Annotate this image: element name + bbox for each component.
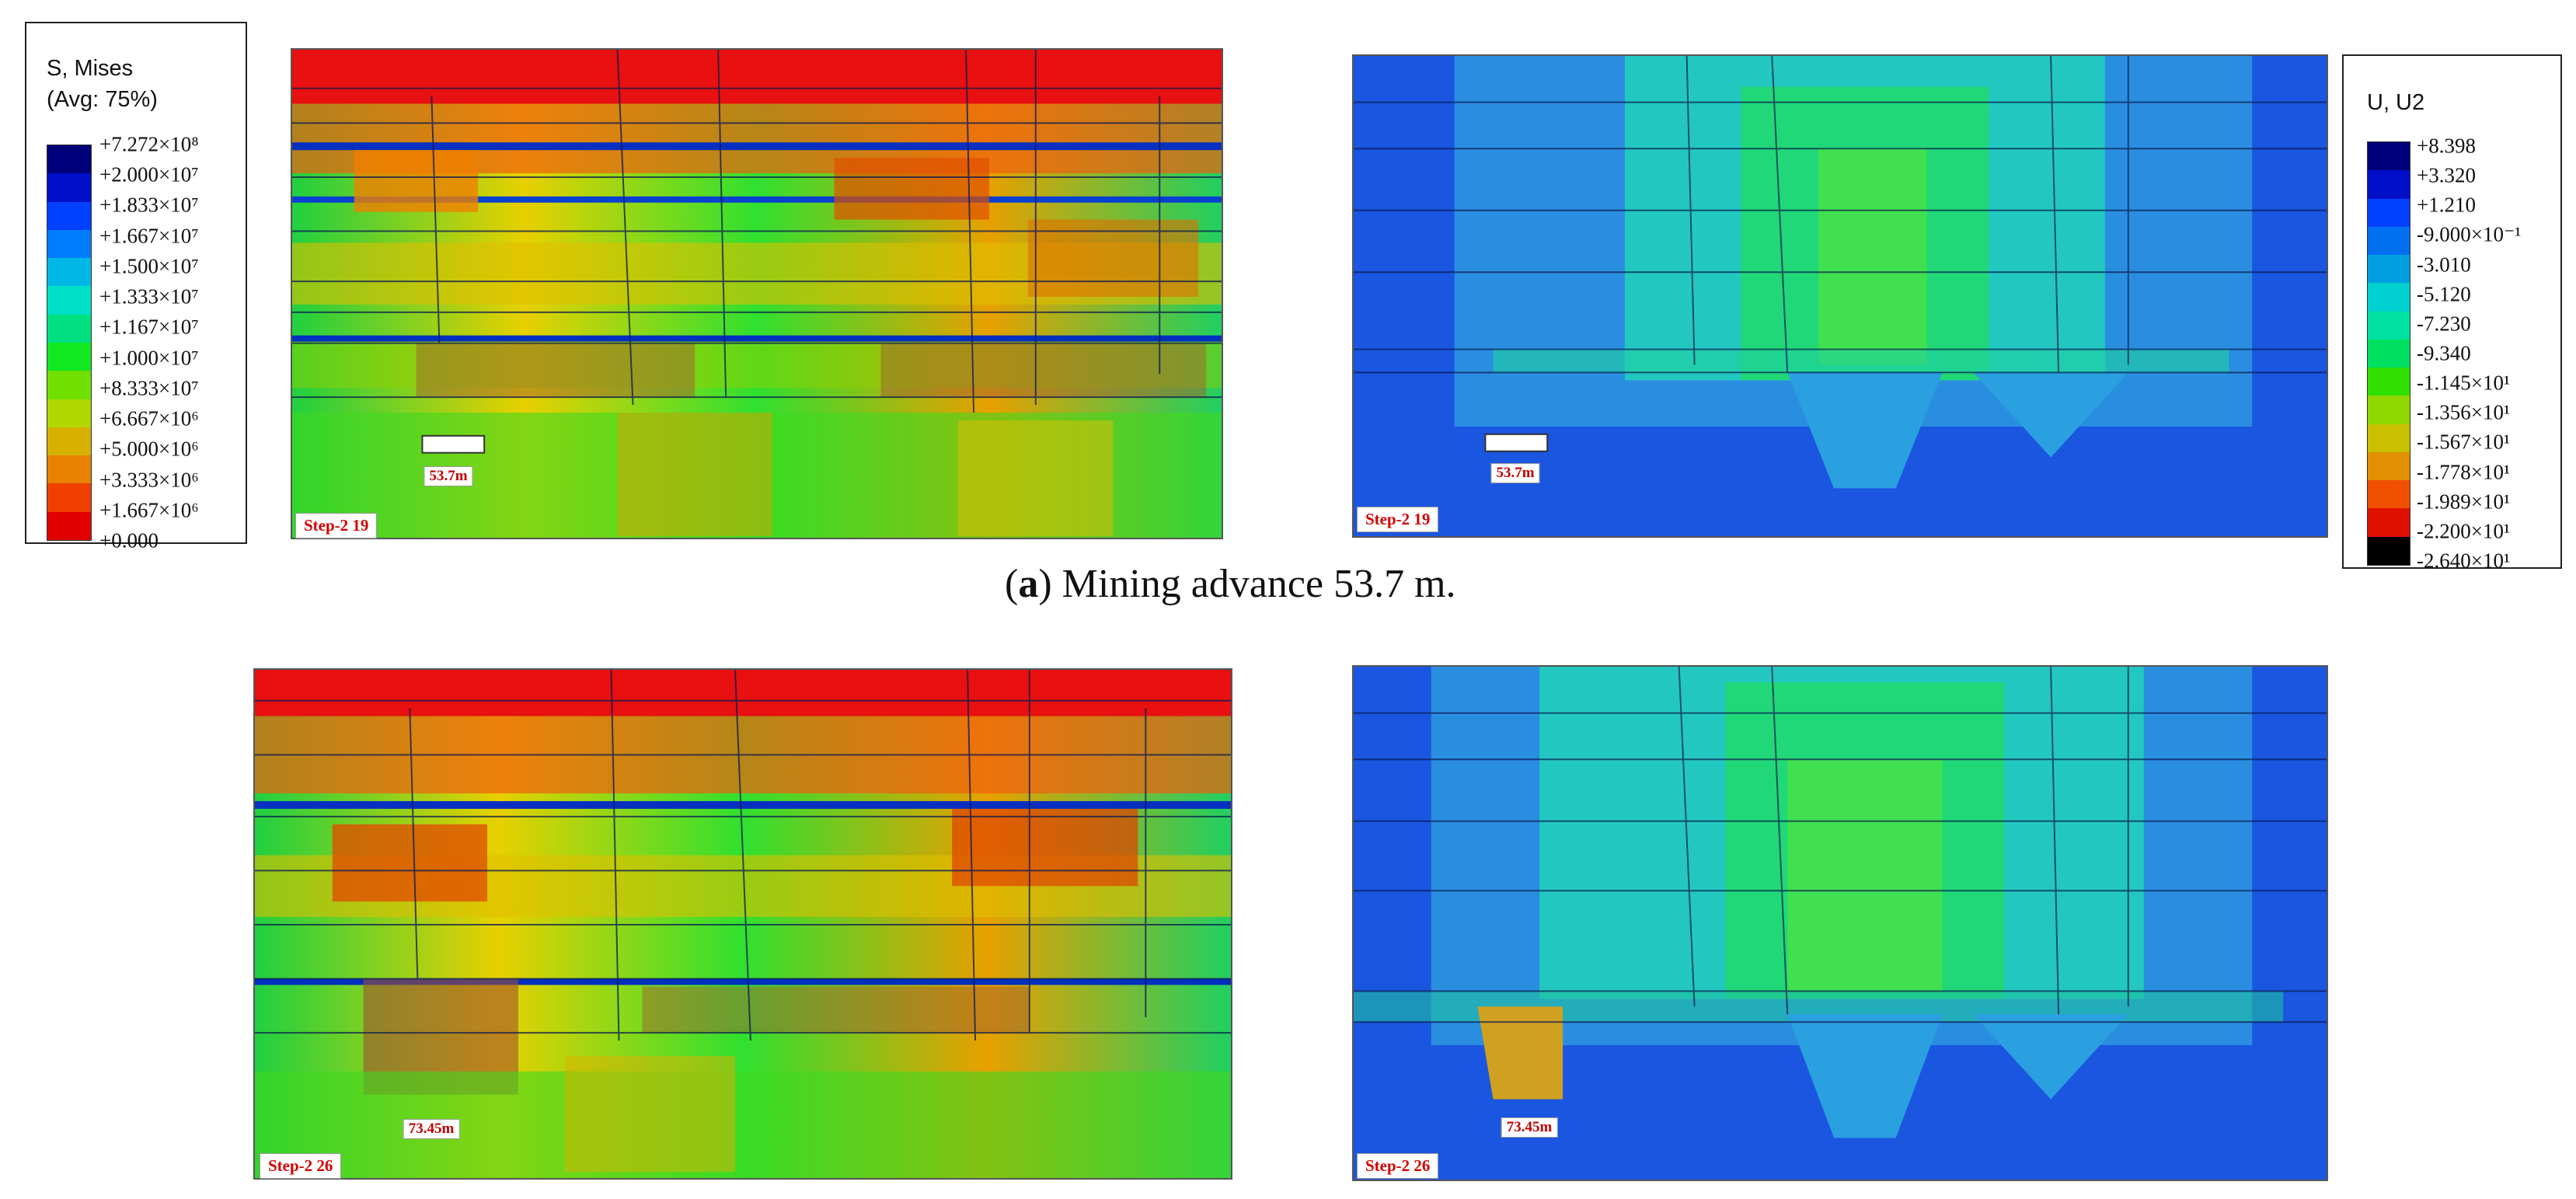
step-label-bottom-left: Step-2 26 [260,1153,342,1179]
legend-swatch [47,371,91,399]
legend-swatch [2368,142,2410,171]
legend-label: +6.667×10⁶ [99,406,199,430]
legend-label: +3.320 [2417,163,2476,187]
legend-label: +8.398 [2417,134,2476,158]
legend-label: -5.120 [2417,282,2471,306]
stress-contour-top [291,48,1223,539]
legend-label: +1.000×10⁷ [99,346,199,370]
stress-contour-bottom [253,668,1232,1180]
legend-label: +2.000×10⁷ [99,162,199,186]
legend-swatch [47,258,91,287]
caption-letter: a [1018,562,1039,606]
legend-swatch [2368,423,2410,452]
displacement-legend: U, U2 +8.398 +3.320 +1.210 -9.000×10⁻¹ -3.01… [2342,54,2562,573]
legend-swatch [47,399,91,427]
advance-label-bottom-left: 73.45m [403,1119,460,1139]
legend-label: +1.333×10⁷ [99,284,199,308]
legend-swatch [2368,508,2410,537]
legend-swatch [47,286,91,315]
legend-label: -2.200×10¹ [2417,519,2511,543]
displacement-contour-bottom [1352,665,2328,1181]
legend-swatch [47,145,91,174]
stress-color-bar [47,145,92,541]
legend-swatch [47,427,91,456]
legend-label: -7.230 [2417,312,2471,336]
step-label-top-right: Step-2 19 [1357,507,1439,532]
step-label-top-left: Step-2 19 [295,513,378,539]
caption-open: ( [1005,562,1019,606]
legend-swatch [2368,339,2410,368]
legend-label: -1.567×10¹ [2417,430,2511,454]
legend-label: +7.272×10⁸ [99,132,199,156]
displacement-contour-top [1352,54,2328,538]
legend-swatch [2368,170,2410,199]
legend-label: +3.333×10⁶ [99,468,199,492]
legend-swatch [47,455,91,484]
advance-label-bottom-right: 73.45m [1501,1117,1558,1138]
legend-label: +0.000 [99,528,159,552]
legend-label: -2.640×10¹ [2417,549,2511,573]
legend-swatch [47,173,91,202]
caption-text: ) Mining advance 53.7 m. [1038,562,1456,606]
legend-swatch [47,483,91,512]
legend-swatch [2368,368,2410,396]
legend-swatch [47,229,91,259]
legend-swatch [2368,480,2410,509]
legend-swatch [2368,451,2410,481]
legend-label: +1.667×10⁷ [99,224,199,248]
legend-label: -9.000×10⁻¹ [2417,222,2522,246]
legend-swatch [2368,226,2410,256]
legend-label: +1.667×10⁶ [99,498,199,522]
displacement-color-bar [2367,141,2410,566]
legend-swatch [47,342,91,371]
legend-label: +1.500×10⁷ [99,254,199,278]
legend-label: -1.989×10¹ [2417,490,2511,514]
legend-label: +1.167×10⁷ [99,315,199,339]
legend-label: -9.340 [2417,341,2471,365]
stress-legend: S, Mises (Avg: 75%) +7.272×10⁸ +2.000×10⁷… [25,22,247,551]
step-label-bottom-right: Step-2 26 [1357,1153,1439,1179]
legend-label: -1.145×10¹ [2417,371,2511,395]
advance-label-top-right: 53.7m [1490,463,1540,483]
legend-label: -1.356×10¹ [2417,400,2511,424]
legend-swatch [47,511,91,540]
displacement-legend-title: U, U2 [2367,90,2425,115]
legend-swatch [2368,198,2410,227]
legend-label: -1.778×10¹ [2417,460,2511,484]
legend-swatch [2368,283,2410,312]
legend-swatch [2368,311,2410,340]
stress-legend-subtitle: (Avg: 75%) [47,87,158,112]
legend-swatch [47,201,91,230]
legend-swatch [2368,396,2410,424]
stress-legend-title: S, Mises [47,56,134,81]
legend-swatch [2368,255,2410,284]
legend-label: +1.210 [2417,193,2476,217]
legend-label: -3.010 [2417,253,2471,277]
legend-swatch [47,314,91,343]
legend-swatch [2368,536,2410,565]
legend-label: +5.000×10⁶ [99,437,199,461]
legend-label: +8.333×10⁷ [99,376,199,400]
figure-caption: (a) Mining advance 53.7 m. [1005,561,1456,607]
legend-label: +1.833×10⁷ [99,193,199,217]
advance-label-top-left: 53.7m [424,466,473,486]
